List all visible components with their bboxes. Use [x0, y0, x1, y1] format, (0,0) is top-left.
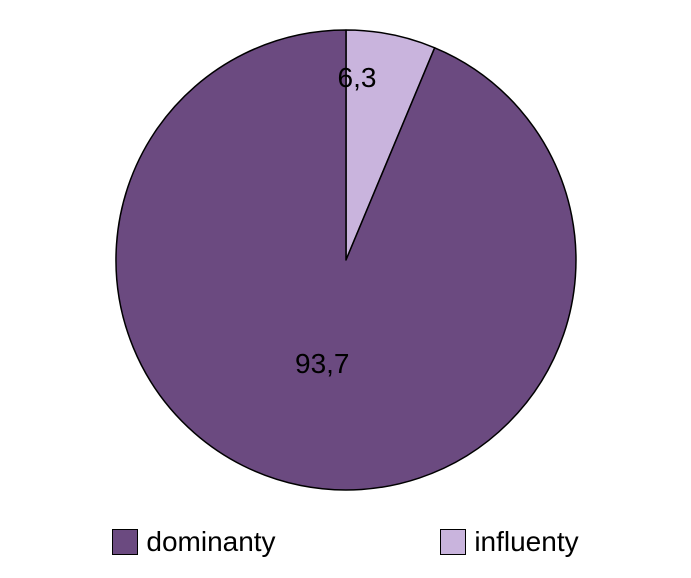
legend-label-influenty: influenty: [474, 526, 578, 558]
legend-item-dominanty: dominanty: [112, 526, 275, 558]
legend-item-influenty: influenty: [440, 526, 578, 558]
slice-label-influenty: 6,3: [338, 62, 377, 94]
legend-swatch-dominanty: [112, 529, 138, 555]
pie-slice-dominanty: [115, 30, 575, 490]
legend-label-dominanty: dominanty: [146, 526, 275, 558]
slice-label-dominanty: 93,7: [295, 348, 350, 380]
legend: dominanty influenty: [0, 526, 691, 558]
legend-swatch-influenty: [440, 529, 466, 555]
pie-chart-container: 93,7 6,3 dominanty influenty: [0, 0, 691, 578]
